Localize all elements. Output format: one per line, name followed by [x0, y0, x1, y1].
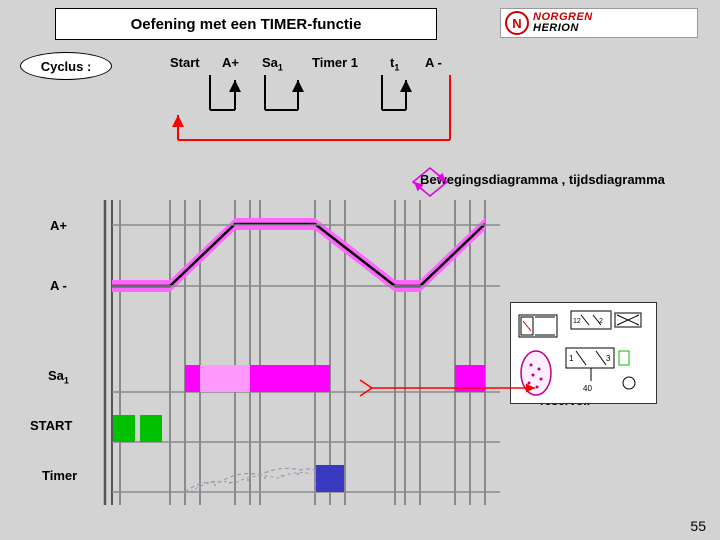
main-diagram-svg	[0, 0, 720, 540]
start-pulse-1	[113, 415, 135, 442]
timer-pulse	[316, 465, 344, 492]
motion-line	[112, 224, 485, 286]
motion-band	[112, 218, 485, 292]
start-pulse-2	[140, 415, 162, 442]
